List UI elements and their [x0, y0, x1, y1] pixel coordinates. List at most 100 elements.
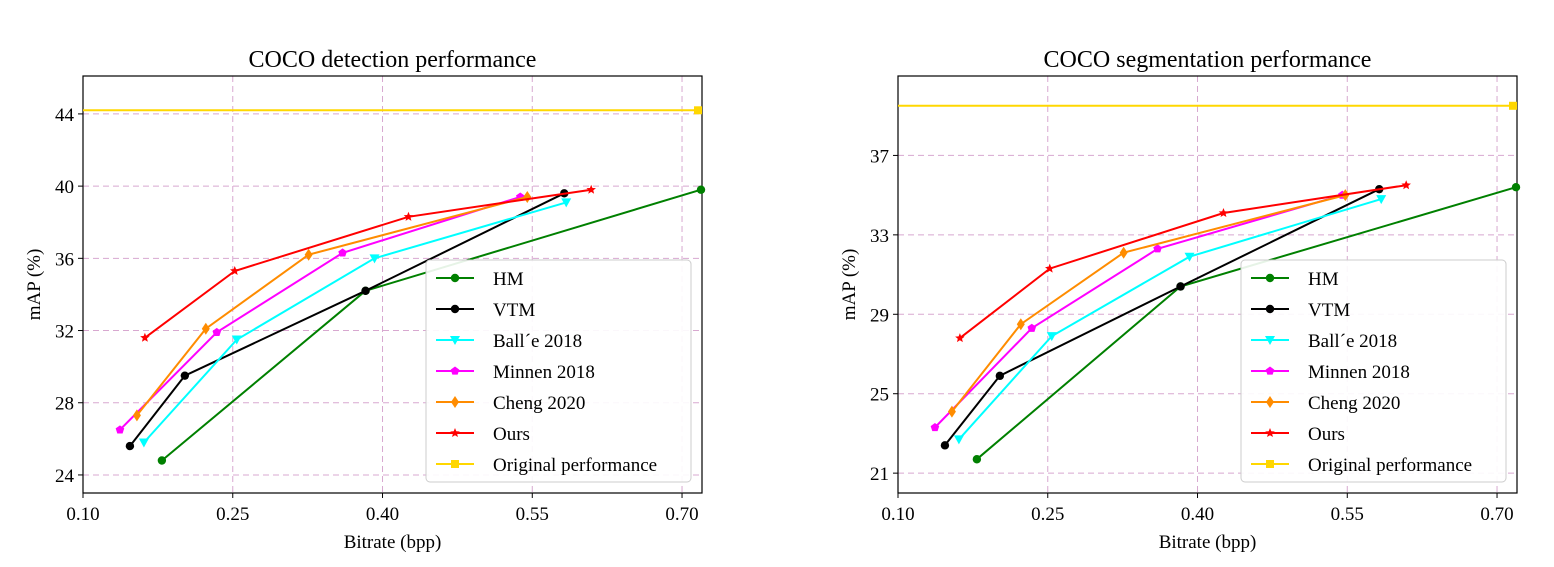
detection-legend-swatch-marker	[450, 366, 460, 375]
segmentation-axes-frame	[897, 75, 1518, 494]
segmentation-ytick-label: 37	[870, 146, 889, 167]
segmentation-legend-swatch-marker	[1265, 366, 1275, 375]
detection-legend-label: Minnen 2018	[493, 362, 595, 383]
detection-point-minnen-2018	[212, 327, 222, 336]
detection-point-vtm	[361, 286, 370, 296]
segmentation-legend-label: Original performance	[1308, 455, 1472, 476]
segmentation-xtick-label: 0.25	[1031, 504, 1064, 525]
segmentation-point-ours	[1401, 180, 1411, 190]
segmentation-point-ball-e-2018	[1184, 252, 1195, 262]
detection-point-cheng-2020	[201, 322, 210, 335]
detection-point-ball-e-2018	[561, 198, 572, 208]
detection-legend-item-ball-e-2018: Ball´e 2018	[436, 331, 582, 352]
detection-xtick-label: 0.70	[665, 504, 698, 525]
segmentation-legend-item-ours: Ours	[1251, 424, 1345, 445]
segmentation-series-original-performance	[898, 101, 1518, 110]
detection-point-hm	[696, 185, 706, 194]
segmentation-xtick-label: 0.55	[1331, 504, 1364, 525]
detection-legend: HM VTM Ball´e 2018 Minnen 2018 Cheng 2020 Our…	[425, 259, 692, 483]
detection-line-vtm	[129, 192, 565, 447]
detection-point-ours	[230, 265, 240, 276]
segmentation-point-cheng-2020	[1016, 318, 1025, 331]
detection-chart-title: COCO detection performance	[249, 47, 537, 73]
detection-ytick-label: 28	[55, 394, 74, 415]
segmentation-series-cheng-2020	[947, 189, 1350, 418]
segmentation-point-vtm	[995, 371, 1005, 381]
segmentation-chart-xlabel: Bitrate (bpp)	[1159, 532, 1257, 553]
detection-chart-panel: COCO detection performance Bitrate (bpp)…	[24, 47, 706, 553]
segmentation-ytick-label: 29	[870, 305, 889, 326]
segmentation-series-ball-e-2018	[953, 195, 1387, 445]
detection-series-ball-e-2018	[138, 198, 572, 448]
segmentation-xtick-label: 0.40	[1181, 504, 1214, 525]
segmentation-point-ours	[955, 333, 965, 343]
detection-ytick-label: 24	[55, 466, 75, 487]
detection-series-original-performance	[83, 106, 703, 115]
detection-legend-item-ours: Ours	[436, 424, 530, 445]
detection-legend-swatch-marker	[450, 304, 460, 314]
detection-legend-label: VTM	[493, 300, 535, 321]
detection-xtick-label: 0.10	[66, 504, 99, 525]
detection-point-ball-e-2018	[231, 335, 242, 345]
detection-series-group	[83, 106, 706, 465]
detection-point-ours	[403, 211, 414, 221]
segmentation-point-vtm	[1176, 282, 1185, 291]
detection-point-ball-e-2018	[369, 254, 380, 264]
segmentation-legend-swatch-marker	[1265, 273, 1275, 283]
segmentation-line-cheng-2020	[951, 194, 1346, 413]
detection-series-vtm	[125, 189, 569, 451]
detection-legend-label: Ours	[493, 424, 530, 445]
detection-point-vtm	[125, 441, 135, 451]
segmentation-legend-box	[1240, 259, 1507, 483]
segmentation-point-minnen-2018	[1027, 323, 1037, 332]
detection-legend-item-cheng-2020: Cheng 2020	[436, 393, 585, 414]
detection-ytick-label: 44	[55, 105, 75, 126]
detection-legend-swatch-marker	[451, 396, 459, 408]
detection-series-ours	[140, 184, 596, 342]
detection-legend-swatch-marker	[450, 428, 460, 438]
segmentation-point-ball-e-2018	[1376, 195, 1387, 205]
detection-legend-item-vtm: VTM	[436, 300, 535, 321]
segmentation-xtick-label: 0.10	[881, 504, 914, 525]
detection-series-minnen-2018	[115, 192, 525, 434]
segmentation-ytick-label: 33	[870, 226, 889, 247]
detection-legend-label: Cheng 2020	[493, 393, 585, 414]
detection-point-hm	[157, 456, 167, 465]
detection-ytick-label: 40	[55, 177, 74, 198]
detection-legend-swatch-marker	[450, 273, 460, 283]
segmentation-legend-item-ball-e-2018: Ball´e 2018	[1251, 331, 1397, 352]
detection-legend-item-original-performance: Original performance	[436, 455, 657, 476]
detection-point-ball-e-2018	[138, 438, 149, 448]
detection-point-original-performance	[694, 106, 703, 115]
segmentation-series-vtm	[940, 184, 1384, 450]
detection-legend-box	[425, 259, 692, 483]
detection-point-cheng-2020	[132, 409, 141, 422]
segmentation-point-minnen-2018	[930, 422, 940, 432]
detection-point-minnen-2018	[338, 248, 347, 257]
segmentation-point-ball-e-2018	[1046, 332, 1057, 342]
segmentation-point-ball-e-2018	[953, 435, 964, 445]
segmentation-legend-swatch-marker	[1265, 304, 1275, 314]
detection-ytick-label: 32	[55, 322, 74, 343]
detection-chart-ylabel: mAP (%)	[24, 249, 45, 321]
segmentation-point-cheng-2020	[1119, 246, 1128, 259]
segmentation-ytick-label: 25	[870, 385, 889, 406]
segmentation-legend: HM VTM Ball´e 2018 Minnen 2018 Cheng 2020 Our…	[1240, 259, 1507, 483]
segmentation-point-ours	[1045, 263, 1055, 273]
segmentation-xtick-label: 0.70	[1480, 504, 1513, 525]
detection-line-ball-e-2018	[143, 201, 567, 444]
segmentation-legend-label: VTM	[1308, 300, 1350, 321]
segmentation-legend-label: Ball´e 2018	[1308, 331, 1397, 352]
detection-point-vtm	[180, 371, 190, 380]
segmentation-legend-item-cheng-2020: Cheng 2020	[1251, 393, 1400, 414]
detection-legend-swatch-marker	[451, 460, 459, 468]
detection-legend-swatch-marker	[450, 336, 460, 345]
detection-series-cheng-2020	[132, 190, 532, 422]
segmentation-legend-label: Ours	[1308, 424, 1345, 445]
detection-point-cheng-2020	[523, 190, 532, 203]
segmentation-legend-label: Cheng 2020	[1308, 393, 1400, 414]
detection-point-minnen-2018	[115, 425, 125, 434]
segmentation-line-ball-e-2018	[958, 198, 1382, 441]
detection-xtick-label: 0.40	[366, 504, 399, 525]
